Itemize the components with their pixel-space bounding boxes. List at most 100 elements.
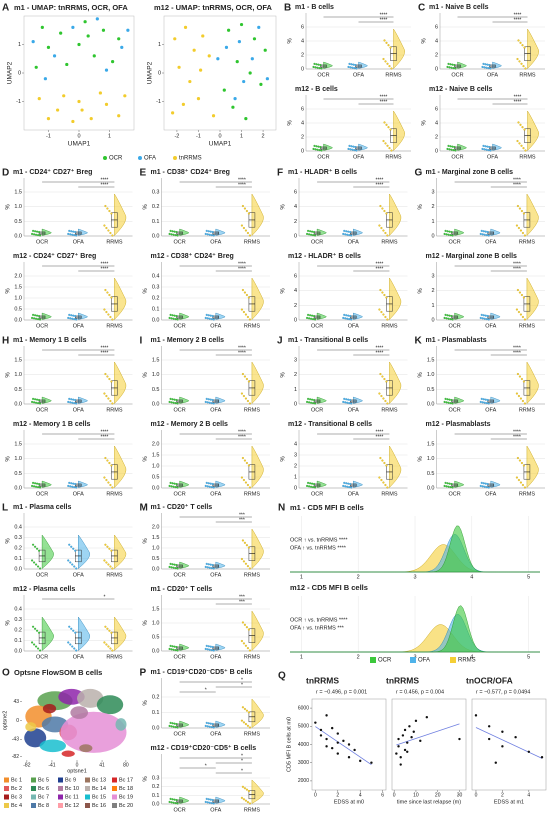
jitter-point [74, 231, 77, 234]
jitter-point [206, 233, 209, 236]
jitter-point [169, 562, 172, 565]
sig-label: **** [380, 100, 388, 106]
jitter-point [450, 315, 453, 318]
jitter-point [174, 649, 177, 652]
sig-label: * [241, 759, 243, 765]
panel-title: m1 - Transitional B cells [288, 337, 368, 344]
y-tick-label: 1.0 [152, 463, 160, 469]
jitter-point [313, 231, 316, 234]
umap-point [222, 88, 226, 92]
jitter-point [343, 229, 346, 232]
jitter-point [306, 400, 309, 403]
cluster-blob [25, 722, 37, 732]
x-tick-label: 0 [77, 133, 80, 139]
jitter-point [519, 41, 522, 44]
stat-label: r = −0.577, p = 0.0494 [476, 689, 530, 695]
jitter-point [75, 567, 78, 570]
jitter-point [240, 719, 243, 722]
jitter-point [209, 722, 212, 725]
jitter-point [33, 561, 36, 564]
jitter-point [67, 484, 70, 487]
jitter-point [38, 483, 41, 486]
jitter-point [518, 60, 521, 63]
scatter-point [406, 750, 409, 753]
jitter-point [208, 401, 211, 404]
scatter-point [347, 756, 351, 759]
jitter-point [309, 482, 312, 485]
jitter-point [384, 399, 387, 403]
x-tick-label: 1 [300, 654, 303, 660]
scatter-point [403, 748, 407, 752]
x-tick-label: OCR [448, 323, 460, 329]
scatter-point [336, 752, 339, 755]
legend-label: Bc 15 [92, 794, 106, 800]
jitter-point [481, 401, 484, 404]
jitter-point [110, 296, 113, 299]
jitter-point [211, 483, 214, 486]
jitter-point [212, 726, 215, 729]
panel-letter: E [140, 168, 147, 179]
jitter-point [111, 567, 114, 570]
jitter-point [452, 149, 455, 152]
umap-point [259, 82, 263, 86]
scatter-point [406, 741, 409, 744]
jitter-point [68, 313, 71, 316]
jitter-point [345, 230, 348, 233]
jitter-point [173, 563, 176, 566]
sig-label: **** [513, 430, 521, 436]
jitter-point [207, 314, 210, 317]
y-axis-label: % [143, 456, 149, 462]
jitter-point [345, 398, 348, 401]
jitter-point [520, 144, 523, 147]
y-tick-label: 4 [294, 288, 297, 294]
jitter-point [243, 459, 246, 462]
jitter-point [245, 626, 248, 629]
sig-label: **** [513, 262, 521, 268]
y-axis-label: % [6, 456, 12, 462]
sig-label: * [205, 764, 207, 770]
umap-point [126, 28, 130, 32]
x-tick-label: 0 [314, 792, 317, 798]
y-tick-label: 0.5 [427, 471, 435, 477]
y-tick-label: 0.0 [14, 485, 22, 491]
jitter-point [110, 464, 113, 467]
sig-label: **** [376, 435, 384, 441]
jitter-point [34, 627, 37, 630]
annotation: OCR ↑ vs. tnRRMS **** [290, 617, 348, 623]
y-tick-label: 0 [294, 317, 297, 323]
jitter-point [209, 798, 212, 801]
violin [41, 480, 52, 488]
jitter-point [175, 315, 178, 318]
x-tick-label: 20 [435, 792, 441, 798]
y-tick-label: 0 [301, 66, 304, 72]
panel-title: m1 - CD20⁺ T cells [151, 503, 213, 511]
jitter-point [208, 725, 211, 728]
jitter-point [209, 230, 212, 233]
scatter-point [514, 736, 517, 739]
cluster-blob [70, 706, 88, 719]
umap-point [263, 48, 267, 52]
legend-label: OFA [144, 156, 156, 162]
jitter-point [484, 63, 487, 66]
jitter-point [248, 318, 251, 321]
jitter-point [70, 314, 73, 317]
umap-point [46, 117, 51, 121]
sig-label: *** [239, 595, 245, 601]
cluster-blob [61, 750, 75, 757]
jitter-point [483, 66, 486, 69]
jitter-point [516, 57, 519, 61]
panel-letter: G [415, 168, 423, 179]
jitter-point [315, 145, 318, 148]
y-axis-label: % [143, 538, 149, 544]
y-tick-label: 0.4 [152, 273, 160, 279]
jitter-point [524, 149, 527, 152]
violin [393, 28, 405, 69]
jitter-point [353, 67, 356, 70]
jitter-point [520, 293, 523, 297]
jitter-point [106, 627, 109, 630]
jitter-point [517, 226, 520, 230]
violin [251, 193, 264, 236]
jitter-point [103, 308, 106, 311]
jitter-point [244, 723, 247, 726]
